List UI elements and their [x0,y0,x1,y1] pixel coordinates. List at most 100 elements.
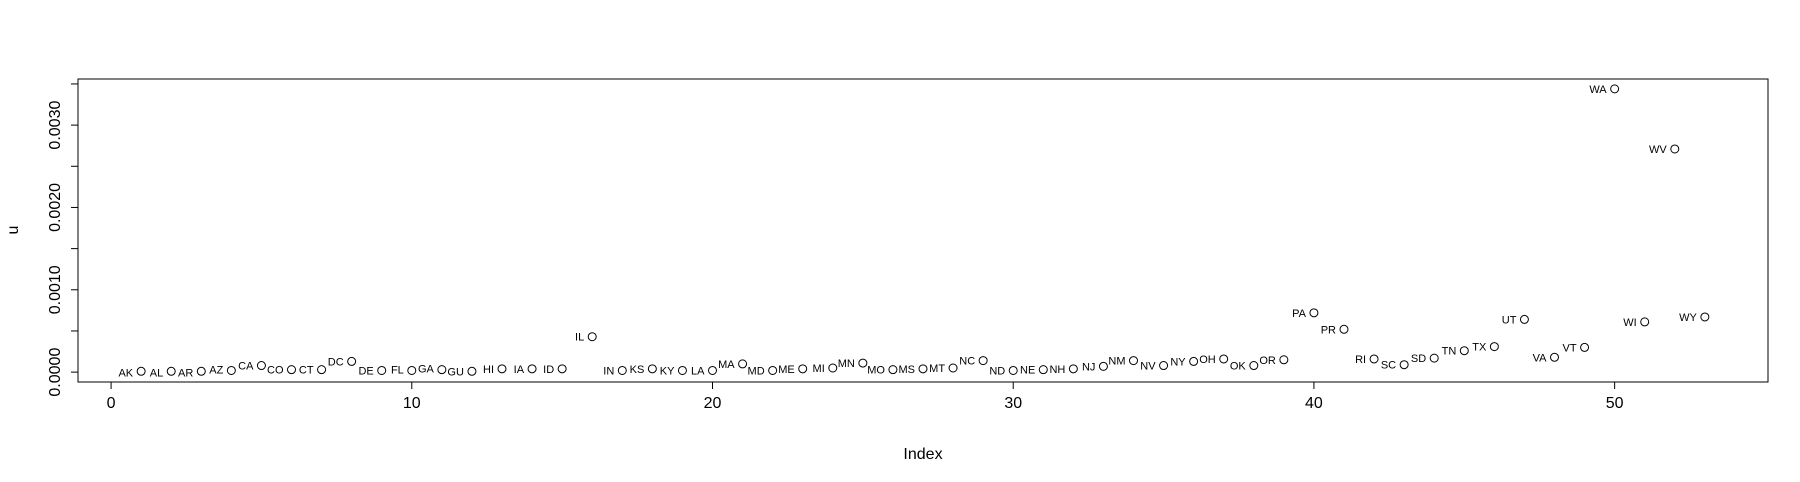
point-label: VT [1563,342,1577,354]
data-point [1068,364,1078,374]
data-point [437,365,447,375]
data-point [136,366,146,376]
data-point [317,365,327,375]
y-tick-label: 0.0010 [47,265,64,314]
point-label: MT [929,363,945,375]
data-point [347,356,357,366]
point-label: MA [718,359,735,371]
x-tick-label: 0 [107,395,116,412]
data-point [497,364,507,374]
data-point [1549,352,1559,362]
point-label: GU [447,366,464,378]
point-label: AR [178,367,193,379]
y-tick-label: 0.0020 [47,183,64,232]
point-label: IN [603,365,614,377]
point-label: CA [238,361,254,373]
data-point [708,365,718,375]
data-point [1309,308,1319,318]
point-label: NY [1170,356,1186,368]
data-point [948,363,958,373]
data-point [978,356,988,366]
point-labels: AK AL AR AZ CA CO CT DC DE FL GA GU HI IA ID IL IN KS KY LA… [118,84,1697,379]
data-point [527,364,537,374]
data-point [677,365,687,375]
data-point [798,364,808,374]
data-point [1610,84,1620,94]
point-label: OR [1259,355,1276,367]
point-label: AZ [209,364,223,376]
data-point [1279,355,1289,365]
point-label: RI [1355,354,1366,366]
data-point [587,332,597,342]
data-point [647,364,657,374]
point-label: UT [1502,314,1517,326]
data-point [888,365,898,375]
data-point [828,363,838,373]
point-label: LA [691,365,705,377]
point-label: PA [1292,308,1307,320]
point-label: MS [899,364,916,376]
plot-frame [77,78,1769,383]
data-point [1219,354,1229,364]
y-tick-label: 0.0000 [47,348,64,397]
point-label: PR [1321,324,1336,336]
x-tick-label: 40 [1305,395,1323,412]
point-label: ID [543,364,554,376]
data-point [1098,361,1108,371]
x-axis: 0 10 20 30 40 50 [107,381,1624,412]
data-point [1159,361,1169,371]
data-point [1519,314,1529,324]
point-label: CT [299,365,314,377]
point-label: GA [418,364,435,376]
point-label: IL [575,332,584,344]
point-label: DC [328,356,344,368]
data-point [557,364,567,374]
point-label: KY [660,365,675,377]
point-label: CO [267,365,284,377]
point-label: ME [778,364,795,376]
data-point [918,364,928,374]
data-point [1459,346,1469,356]
y-tick-label: 0.0030 [47,101,64,150]
point-label: NH [1049,364,1065,376]
point-label: WI [1623,317,1636,329]
data-point [1489,342,1499,352]
data-point [1189,356,1199,366]
point-label: ND [989,365,1005,377]
data-point [377,365,387,375]
point-label: MO [867,365,885,377]
data-point [1399,360,1409,370]
x-axis-title: Index [903,446,942,463]
point-label: TN [1442,346,1457,358]
point-label: AK [118,367,133,379]
y-axis-title: u [5,226,22,235]
point-label: SD [1411,353,1426,365]
point-label: NC [959,356,975,368]
point-label: NM [1108,356,1125,368]
data-point [467,366,477,376]
point-label: IA [514,364,525,376]
data-point [1008,365,1018,375]
data-point [1249,361,1259,371]
data-point [256,361,266,371]
point-label: FL [391,364,404,376]
data-point [738,359,748,369]
x-tick-label: 30 [1004,395,1022,412]
data-point [196,366,206,376]
point-label: MD [748,365,765,377]
data-point [166,366,176,376]
data-point [1429,353,1439,363]
data-point [407,365,417,375]
point-label: NE [1020,365,1035,377]
point-label: AL [150,367,163,379]
data-point [617,365,627,375]
point-label: NJ [1082,361,1095,373]
x-tick-label: 10 [403,395,421,412]
data-point [226,365,236,375]
point-label: SC [1381,360,1396,372]
point-label: WV [1649,144,1667,156]
data-point [1339,324,1349,334]
x-tick-label: 20 [704,395,722,412]
point-label: MN [838,358,855,370]
